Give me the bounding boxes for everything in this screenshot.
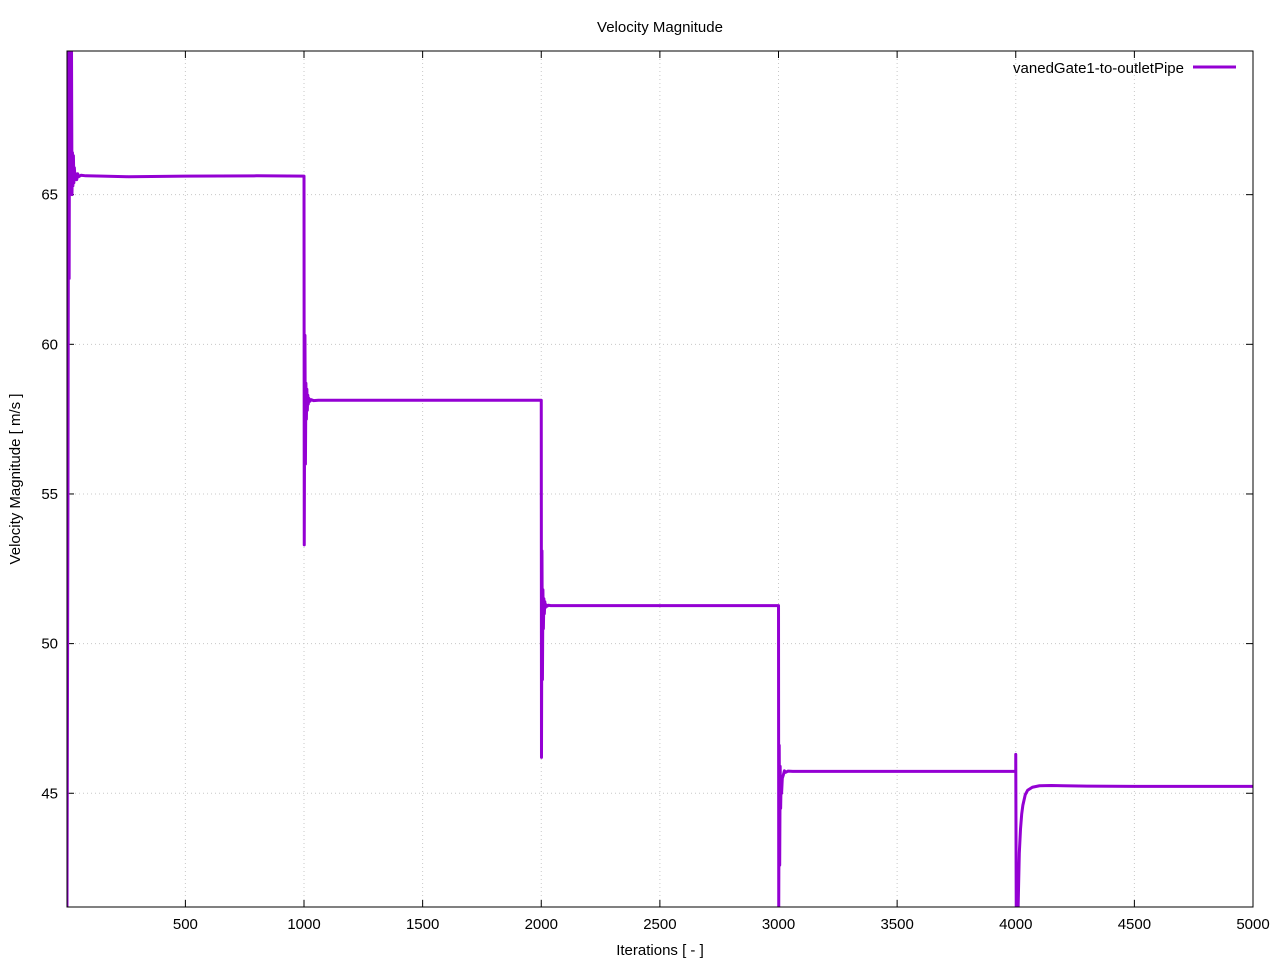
y-tick-label: 60 — [41, 336, 58, 353]
x-tick-label: 500 — [173, 916, 198, 933]
y-axis-title: Velocity Magnitude [ m/s ] — [7, 394, 24, 565]
legend: vanedGate1-to-outletPipe — [1013, 60, 1236, 77]
x-axis-title: Iterations [ - ] — [616, 942, 704, 959]
x-tick-label: 1500 — [406, 916, 439, 933]
series-layer — [67, 51, 1253, 907]
legend-label: vanedGate1-to-outletPipe — [1013, 60, 1184, 77]
y-tick-label: 55 — [41, 486, 58, 503]
series-line-0 — [67, 51, 1253, 907]
y-tick-label: 45 — [41, 785, 58, 802]
x-tick-label: 3500 — [880, 916, 913, 933]
chart-title: Velocity Magnitude — [597, 19, 723, 36]
x-tick-label: 3000 — [762, 916, 795, 933]
x-tick-label: 1000 — [287, 916, 320, 933]
tick-labels: 500 1000 1500 2000 2500 3000 3500 4000 4500 5000 4… — [41, 187, 1269, 933]
x-tick-label: 2500 — [643, 916, 676, 933]
y-tick-label: 50 — [41, 636, 58, 653]
x-tick-label: 5000 — [1236, 916, 1269, 933]
x-tick-label: 4000 — [999, 916, 1032, 933]
x-tick-label: 4500 — [1118, 916, 1151, 933]
y-tick-label: 65 — [41, 187, 58, 204]
plot-frame — [66, 50, 1254, 908]
x-tick-label: 2000 — [525, 916, 558, 933]
